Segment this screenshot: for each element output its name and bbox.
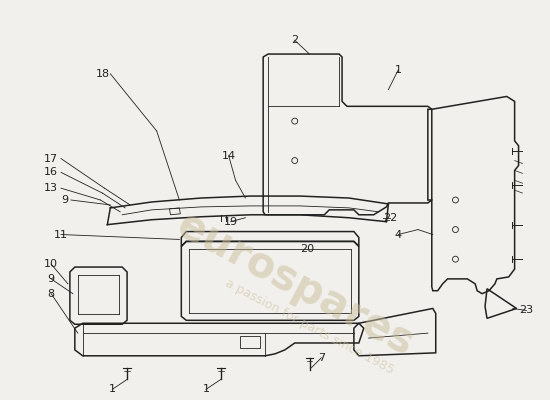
Text: 1: 1 (202, 384, 210, 394)
Text: 4: 4 (395, 230, 402, 240)
Text: 1: 1 (395, 65, 402, 75)
Text: 9: 9 (62, 195, 69, 205)
Text: 8: 8 (48, 289, 54, 299)
Text: eurospares: eurospares (169, 204, 421, 364)
Text: 20: 20 (300, 244, 315, 254)
Text: 10: 10 (44, 259, 58, 269)
Text: 23: 23 (519, 306, 534, 316)
Text: 1: 1 (109, 384, 116, 394)
Text: 11: 11 (54, 230, 68, 240)
Text: 22: 22 (383, 213, 398, 223)
Text: 13: 13 (44, 183, 58, 193)
Text: 2: 2 (291, 35, 298, 45)
Text: a passion for parts since 1985: a passion for parts since 1985 (223, 276, 396, 376)
Text: 19: 19 (223, 217, 238, 227)
Text: 16: 16 (44, 167, 58, 177)
Text: 17: 17 (44, 154, 58, 164)
Text: 7: 7 (318, 353, 325, 363)
Text: 14: 14 (222, 151, 236, 161)
Text: 18: 18 (95, 69, 109, 79)
Text: 9: 9 (48, 274, 54, 284)
